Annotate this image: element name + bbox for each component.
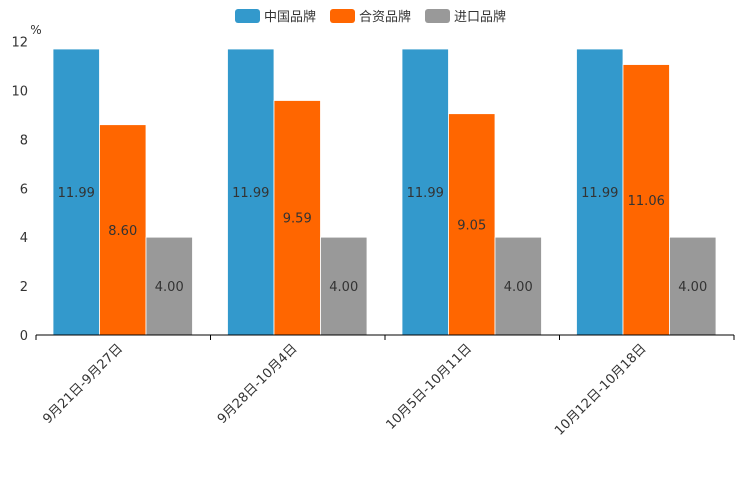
x-tick-label: 9月21日-9月27日 xyxy=(40,341,126,427)
bar-3-2[interactable] xyxy=(320,236,368,336)
bar-2-4[interactable] xyxy=(622,64,670,336)
data-label: 11.99 xyxy=(58,186,95,201)
bar-1-1[interactable] xyxy=(52,48,100,336)
x-tick-label: 10月5日-10月11日 xyxy=(383,341,475,433)
legend-swatch xyxy=(330,9,355,23)
data-label: 11.99 xyxy=(407,186,444,201)
y-tick-label: 12 xyxy=(11,36,28,51)
y-tick-label: 4 xyxy=(20,231,28,246)
y-tick-label: 6 xyxy=(20,182,28,197)
legend-swatch xyxy=(235,9,260,23)
data-label: 11.99 xyxy=(581,186,618,201)
y-tick-label: 10 xyxy=(11,84,28,99)
y-axis: 0 2 4 6 8 10 12 xyxy=(11,36,28,344)
bar-1-4[interactable] xyxy=(576,48,624,336)
legend-item-3[interactable]: 进口品牌 xyxy=(425,9,506,25)
data-label: 4.00 xyxy=(155,280,184,295)
bar-group-2: 11.99 9.59 4.00 xyxy=(227,48,368,336)
bar-2-2[interactable] xyxy=(273,100,321,336)
data-label: 8.60 xyxy=(108,224,137,239)
y-tick-label: 8 xyxy=(20,133,28,148)
data-label: 9.05 xyxy=(457,218,486,233)
legend-item-2[interactable]: 合资品牌 xyxy=(330,9,411,25)
data-label: 4.00 xyxy=(504,280,533,295)
data-label: 4.00 xyxy=(329,280,358,295)
y-axis-unit-label: % xyxy=(30,23,41,37)
y-tick-label: 0 xyxy=(20,329,28,344)
data-label: 4.00 xyxy=(678,280,707,295)
legend: 中国品牌 合资品牌 进口品牌 xyxy=(235,9,506,25)
x-tick-label: 9月28日-10月4日 xyxy=(215,341,301,427)
data-label: 11.06 xyxy=(628,194,665,209)
legend-item-1[interactable]: 中国品牌 xyxy=(235,9,316,25)
data-label: 9.59 xyxy=(283,212,312,227)
x-tick-label: 10月12日-10月18日 xyxy=(552,341,649,438)
bar-1-2[interactable] xyxy=(227,48,275,336)
bar-group-3: 11.99 9.05 4.00 xyxy=(401,48,542,336)
bar-group-1: 11.99 8.60 4.00 xyxy=(52,48,193,336)
bar-2-3[interactable] xyxy=(448,113,496,336)
x-axis: 9月21日-9月27日 9月28日-10月4日 10月5日-10月11日 10月12日… xyxy=(35,334,735,439)
legend-label: 合资品牌 xyxy=(359,9,411,25)
bar-3-4[interactable] xyxy=(669,236,717,336)
y-tick-label: 2 xyxy=(20,280,28,295)
bar-3-1[interactable] xyxy=(145,236,193,336)
legend-label: 中国品牌 xyxy=(264,9,316,25)
bar-2-1[interactable] xyxy=(99,124,147,336)
legend-swatch xyxy=(425,9,450,23)
bars-group: 11.998.604.0011.999.594.0011.999.054.001… xyxy=(52,48,717,336)
data-label: 11.99 xyxy=(232,186,269,201)
bar-group-4: 11.99 11.06 4.00 xyxy=(576,48,717,336)
legend-label: 进口品牌 xyxy=(454,9,506,25)
